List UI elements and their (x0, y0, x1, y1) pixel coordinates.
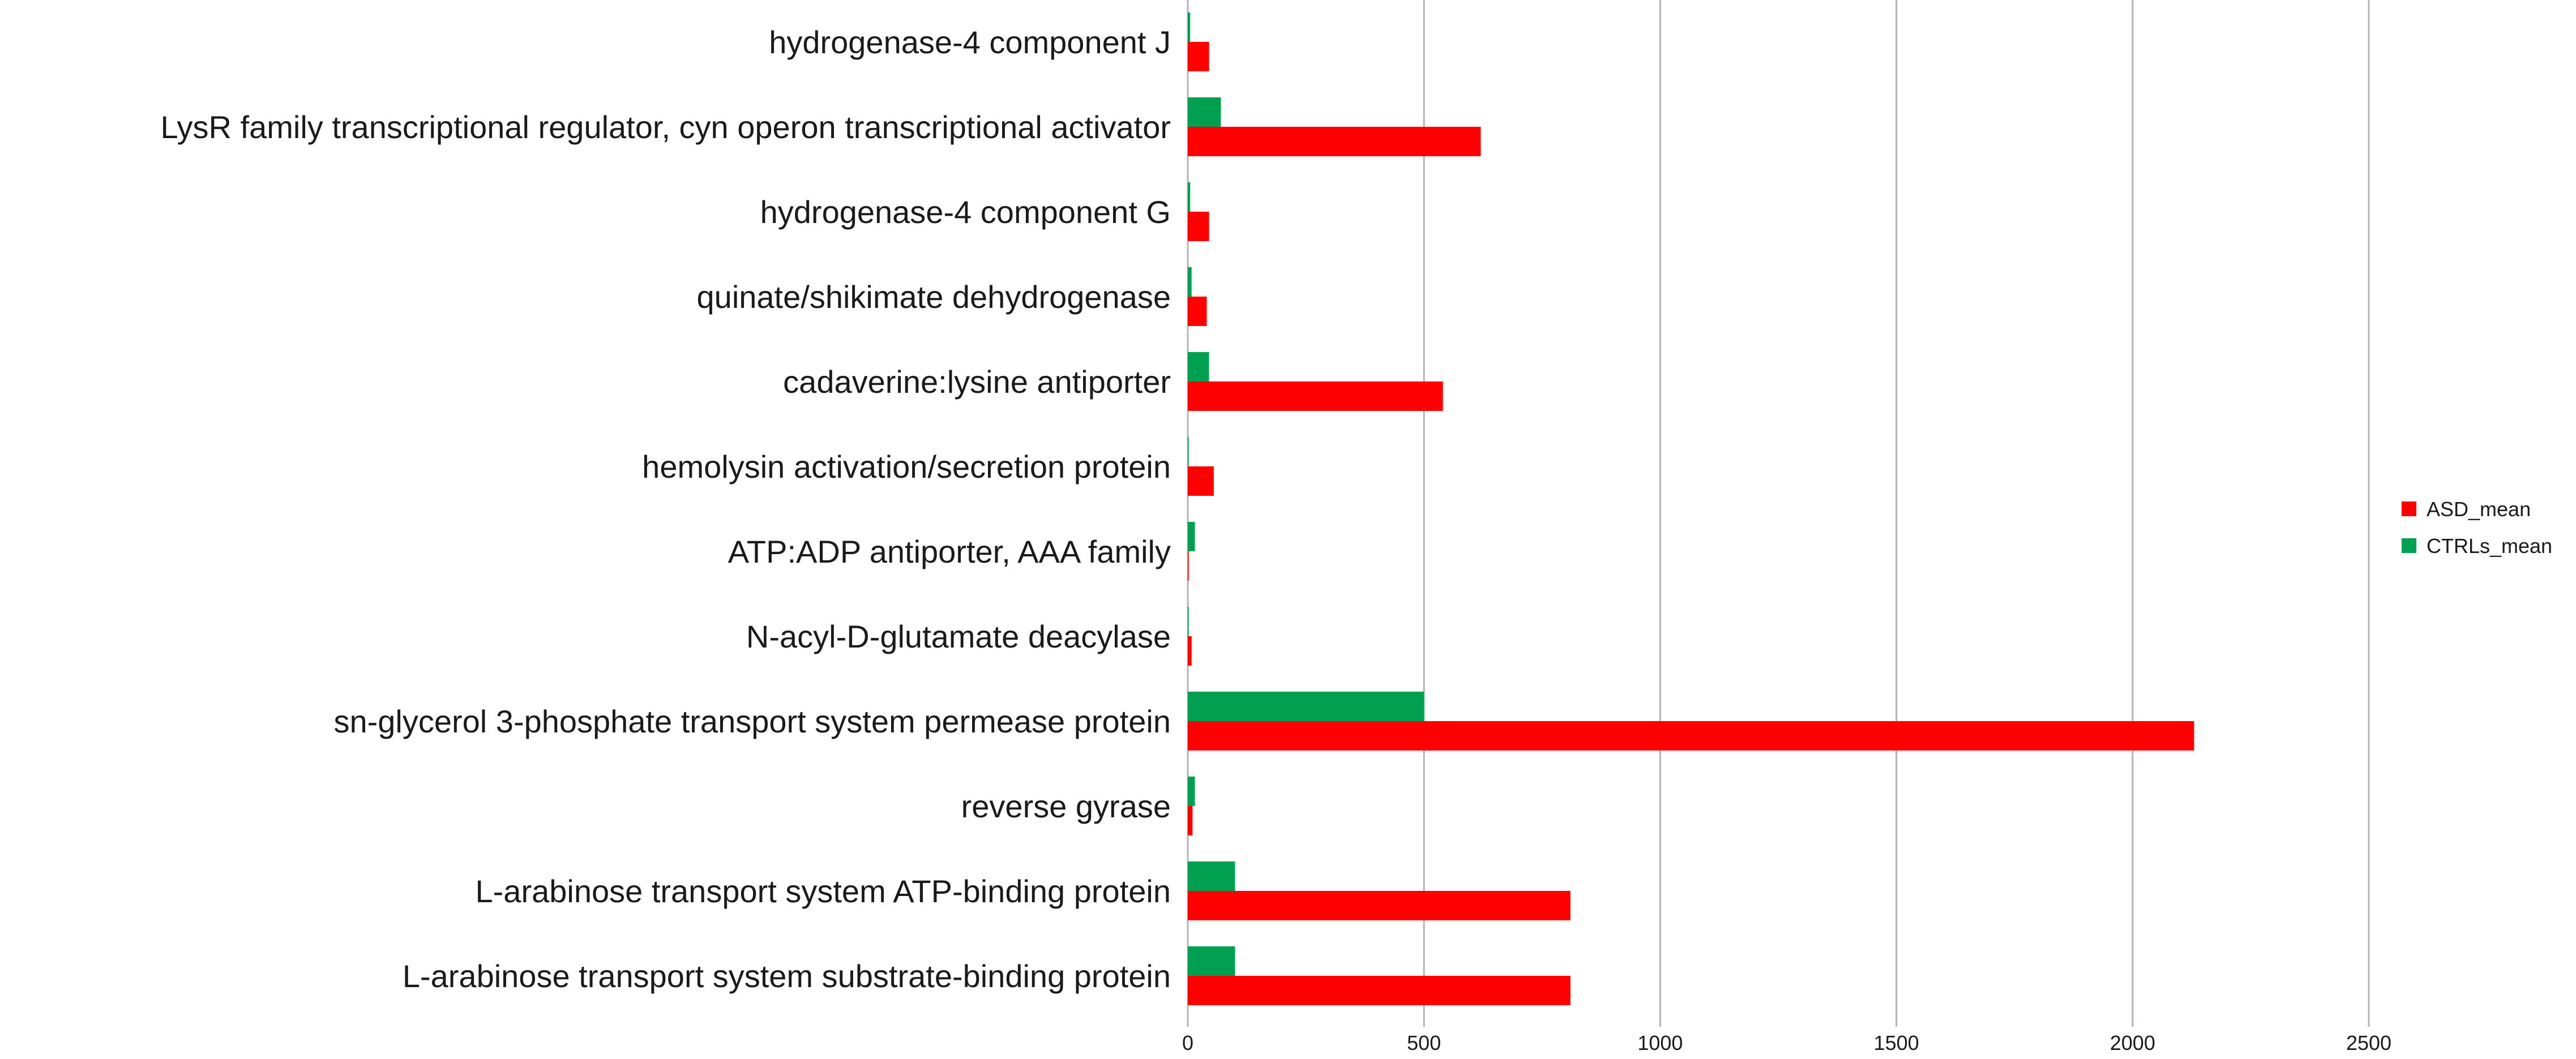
bar-ctrls-mean (1188, 607, 1189, 636)
legend-label: CTRLs_mean (2427, 534, 2552, 558)
x-tick-label: 2000 (2110, 1031, 2155, 1054)
bar-ctrls-mean (1188, 437, 1189, 466)
bar-asd-mean (1188, 212, 1209, 241)
category-label: L-arabinose transport system ATP-binding… (476, 873, 1171, 909)
bar-asd-mean (1188, 551, 1189, 581)
category-label: LysR family transcriptional regulator, c… (160, 109, 1171, 145)
category-label: hydrogenase-4 component G (760, 194, 1171, 230)
bar-ctrls-mean (1188, 267, 1192, 297)
category-labels: hydrogenase-4 component J LysR family tra… (160, 24, 1171, 994)
bar-asd-mean (1188, 381, 1443, 411)
bar-ctrls-mean (1188, 692, 1424, 721)
bar-asd-mean (1188, 297, 1207, 326)
bar-ctrls-mean (1188, 352, 1209, 381)
bar-asd-mean (1188, 466, 1214, 496)
x-tick-label: 500 (1407, 1031, 1441, 1054)
category-label: L-arabinose transport system substrate-b… (403, 958, 1171, 994)
legend: ASD_mean CTRLs_mean (2402, 498, 2552, 558)
category-label: cadaverine:lysine antiporter (783, 364, 1171, 400)
category-label: N-acyl-D-glutamate deacylase (746, 619, 1171, 654)
x-axis-tick-labels: 0 500 1000 1500 2000 2500 (1182, 1031, 2391, 1054)
category-label: quinate/shikimate dehydrogenase (697, 279, 1171, 315)
bars-group (1188, 12, 2194, 1005)
x-tick-label: 0 (1182, 1031, 1193, 1054)
bar-asd-mean (1188, 42, 1209, 71)
bar-ctrls-mean (1188, 12, 1191, 42)
bar-asd-mean (1188, 721, 2194, 751)
bar-asd-mean (1188, 891, 1571, 920)
x-tick-label: 1000 (1637, 1031, 1683, 1054)
x-tick-label: 2500 (2346, 1031, 2391, 1054)
category-label: reverse gyrase (961, 788, 1171, 824)
bar-ctrls-mean (1188, 97, 1221, 127)
gridlines (1187, 0, 2370, 1027)
bar-ctrls-mean (1188, 861, 1235, 891)
bar-asd-mean (1188, 976, 1571, 1005)
bar-ctrls-mean (1188, 522, 1195, 551)
bar-ctrls-mean (1188, 777, 1195, 806)
bar-ctrls-mean (1188, 182, 1191, 212)
legend-label: ASD_mean (2427, 498, 2531, 521)
category-label: hemolysin activation/secretion protein (642, 449, 1171, 485)
category-label: hydrogenase-4 component J (769, 24, 1171, 60)
bar-asd-mean (1188, 127, 1481, 156)
category-label: sn-glycerol 3-phosphate transport system… (333, 704, 1171, 739)
legend-swatch (2402, 538, 2416, 553)
bar-asd-mean (1188, 806, 1193, 835)
category-label: ATP:ADP antiporter, AAA family (728, 534, 1171, 569)
x-tick-label: 1500 (1874, 1031, 1919, 1054)
bar-asd-mean (1188, 636, 1192, 666)
bar-ctrls-mean (1188, 946, 1235, 976)
legend-swatch (2402, 501, 2416, 516)
